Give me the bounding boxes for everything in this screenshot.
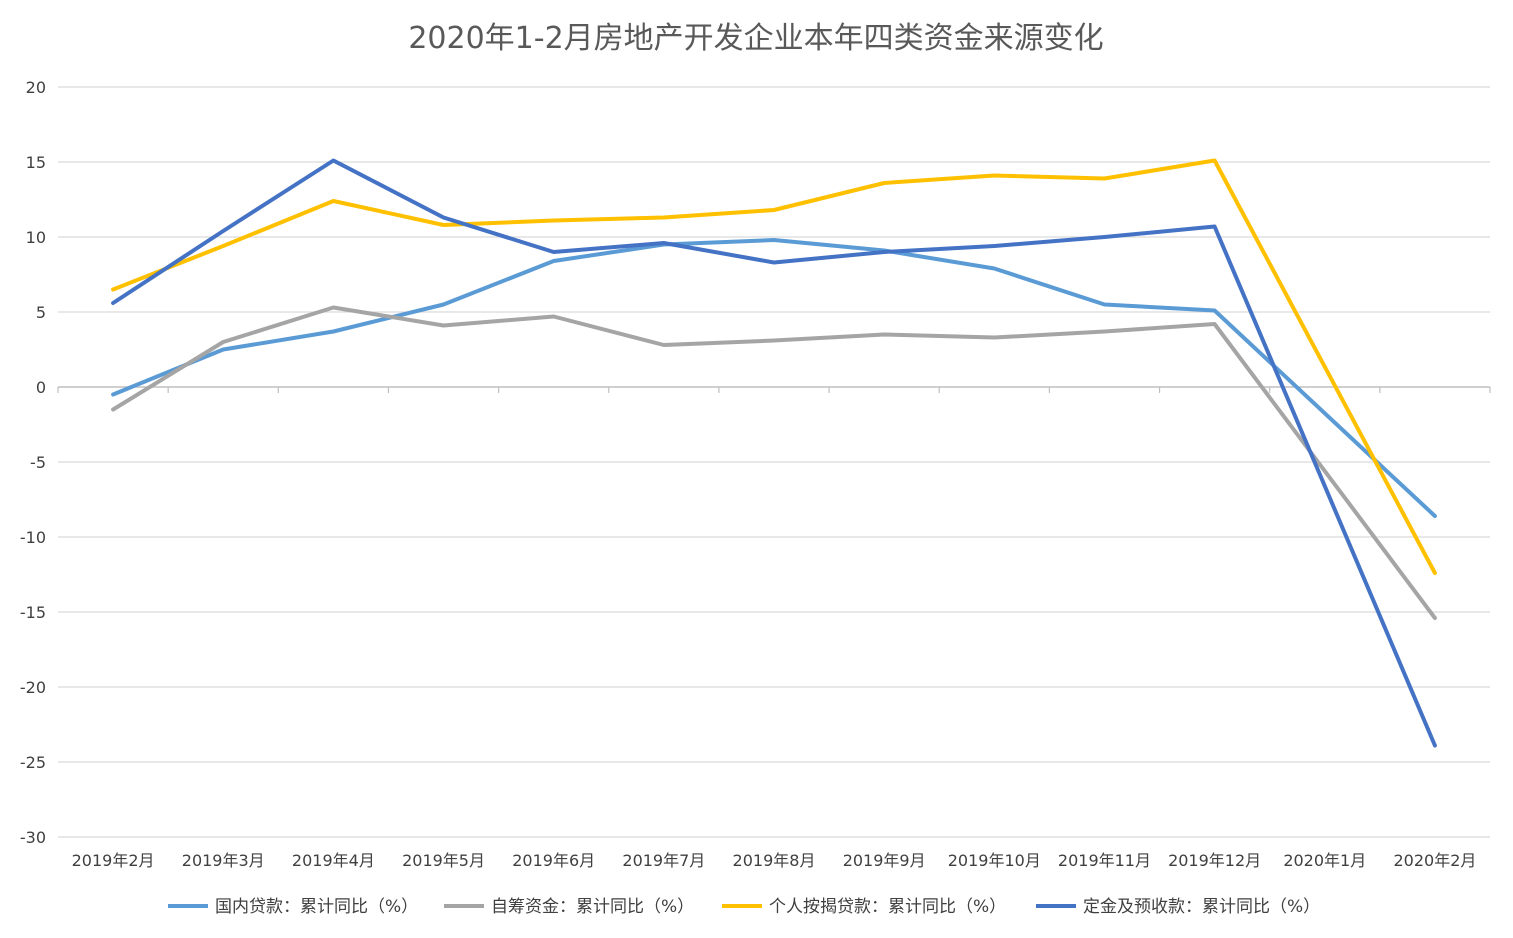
y-tick-label: -5: [30, 453, 46, 472]
y-tick-label: 20: [26, 78, 46, 97]
legend-label: 自筹资金：累计同比（%）: [491, 897, 694, 917]
x-axis: [57, 386, 1491, 393]
y-tick-label: 15: [26, 153, 46, 172]
y-tick-label: 5: [36, 303, 46, 322]
y-tick-label: -30: [20, 828, 46, 847]
x-tick-label: 2019年12月: [1168, 851, 1261, 870]
x-tick-label: 2019年6月: [512, 851, 595, 870]
y-tick-label: -10: [20, 528, 46, 547]
legend-label: 定金及预收款：累计同比（%）: [1083, 897, 1320, 917]
series-line-4: [111, 158, 1437, 748]
y-tick-label: -15: [20, 603, 46, 622]
y-tick-label: -25: [20, 753, 46, 772]
x-tick-label: 2019年9月: [843, 851, 926, 870]
x-tick-label: 2020年2月: [1393, 851, 1476, 870]
x-tick-label: 2020年1月: [1283, 851, 1366, 870]
grid-lines: [58, 86, 1490, 838]
series-line-2: [111, 305, 1437, 620]
series-lines: [111, 158, 1437, 748]
legend: 国内贷款：累计同比（%） 自筹资金：累计同比（%） 个人按揭贷款：累计同比（%） 定金…: [168, 897, 1320, 917]
y-axis-ticks: 20 15 10 5 0 -5 -10 -15 -20 -25 -30: [20, 78, 46, 847]
x-tick-label: 2019年10月: [948, 851, 1041, 870]
x-axis-ticks: 2019年2月 2019年3月 2019年4月 2019年5月 2019年6月 2019年…: [72, 851, 1477, 870]
x-tick-label: 2019年7月: [622, 851, 705, 870]
x-tick-label: 2019年8月: [733, 851, 816, 870]
x-tick-label: 2019年4月: [292, 851, 375, 870]
series-line-3: [111, 158, 1437, 575]
x-tick-label: 2019年5月: [402, 851, 485, 870]
legend-label: 国内贷款：累计同比（%）: [215, 897, 418, 917]
x-tick-label: 2019年2月: [72, 851, 155, 870]
y-tick-label: -20: [20, 678, 46, 697]
x-tick-label: 2019年3月: [182, 851, 265, 870]
y-tick-label: 0: [36, 378, 46, 397]
chart-title: 2020年1-2月房地产开发企业本年四类资金来源变化: [408, 21, 1103, 56]
y-tick-label: 10: [26, 228, 46, 247]
series-line-1: [111, 238, 1437, 518]
legend-label: 个人按揭贷款：累计同比（%）: [769, 897, 1006, 917]
x-tick-label: 2019年11月: [1058, 851, 1151, 870]
